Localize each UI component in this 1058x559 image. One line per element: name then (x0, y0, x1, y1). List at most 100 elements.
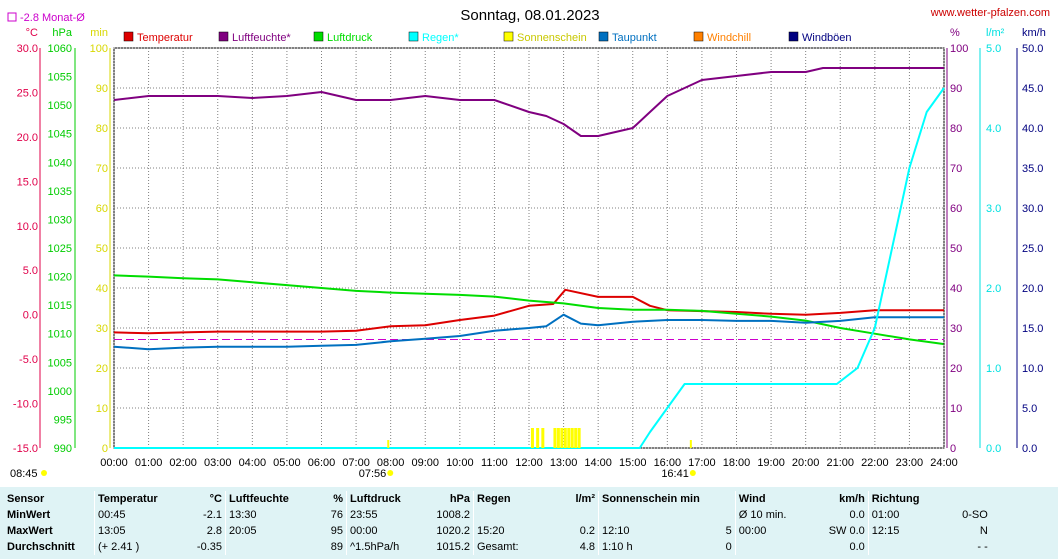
legend-label: Windchill (707, 32, 751, 44)
summary-cell: SW 0.0 (828, 525, 865, 537)
summary-header-cell (703, 491, 736, 507)
wind-axis-unit: km/h (1022, 27, 1046, 39)
summary-cell: 1020.2 (436, 525, 470, 537)
legend-label: Luftfeuchte* (232, 32, 291, 44)
summary-header-cell: Sonnenschein min (597, 491, 703, 507)
summary-cell: 00:00 (734, 523, 808, 539)
pressure-axis-tick: 1060 (48, 43, 72, 55)
summary-cell: 0.0 (849, 509, 865, 521)
sun-marker-dot (387, 470, 394, 476)
pressure-axis-tick: 1005 (48, 357, 72, 369)
summary-header-cell: Luftfeuchte (225, 491, 312, 507)
sun-marker-dot (689, 470, 696, 476)
wind-axis-tick: 30.0 (1022, 203, 1043, 215)
summary-cell: 15:20 (473, 523, 560, 539)
summary-header-cell: Temperatur (94, 491, 179, 507)
x-tick-label: 08:00 (377, 457, 405, 469)
legend-item: Windchill (693, 31, 751, 44)
x-tick-label: 03:00 (204, 457, 232, 469)
pressure-axis-tick: 1045 (48, 129, 72, 141)
sun-marker-label: 08:45 (10, 468, 38, 480)
wind-axis-tick: 0.0 (1022, 443, 1037, 455)
humidity-axis-tick: 20 (950, 363, 962, 375)
x-tick-label: 12:00 (515, 457, 543, 469)
summary-cell: 1008.2 (436, 509, 470, 521)
x-tick-label: 18:00 (723, 457, 751, 469)
humidity-axis-tick: 30 (950, 323, 962, 335)
summary-header-cell: hPa (449, 493, 470, 505)
x-tick-label: 01:00 (135, 457, 163, 469)
sun-marker-dot (41, 470, 47, 476)
summary-row-label: Durchschnitt (7, 541, 75, 553)
summary-cell: ^1.5hPa/h (346, 539, 427, 555)
summary-table: Sensor Temperatur °C Luftfeuchte% Luftdruck h… (0, 487, 1058, 559)
sunshine-axis-unit: min (90, 27, 108, 39)
monthly-avg-label: -2.8 Monat-Ø (20, 12, 85, 24)
legend-item: Luftdruck (313, 31, 373, 44)
sun-marker-label: 16:41 (661, 468, 689, 480)
sunshine-bar (574, 428, 578, 448)
wind-axis-tick: 15.0 (1022, 323, 1043, 335)
summary-cell: 01:00 (867, 507, 955, 523)
x-tick-label: 13:00 (550, 457, 578, 469)
summary-cell: 12:15 (867, 523, 955, 539)
summary-row: MinWert 00:45 -2.1 13:30 76 23:55 1008.2 Ø 10 m… (4, 507, 991, 523)
summary-row: MaxWert 13:05 2.8 20:05 95 00:00 1020.2 15:20 0.… (4, 523, 991, 539)
legend-swatch (693, 31, 704, 42)
summary-cell: 12:10 (597, 523, 703, 539)
x-tick-label: 20:00 (792, 457, 820, 469)
pressure-axis-tick: 1000 (48, 386, 72, 398)
x-tick-label: 02:00 (169, 457, 197, 469)
summary-row-label: MinWert (7, 509, 51, 521)
summary-header-cell (955, 491, 991, 507)
summary-cell: 13:30 (225, 507, 312, 523)
sunshine-bar (560, 428, 564, 448)
summary-header-row: Sensor Temperatur °C Luftfeuchte% Luftdruck h… (4, 491, 991, 507)
temperature-axis-unit: °C (26, 27, 38, 39)
temperature-axis-tick: -5.0 (19, 354, 38, 366)
wind-axis-tick: 50.0 (1022, 43, 1043, 55)
summary-header-cell: Luftdruck (346, 491, 427, 507)
legend-swatch (123, 31, 134, 42)
x-tick-label: 19:00 (757, 457, 785, 469)
watermark: www.wetter-pfalzen.com (930, 7, 1050, 19)
pressure-axis-tick: 1050 (48, 100, 72, 112)
summary-cell (560, 507, 599, 523)
wind-axis-tick: 35.0 (1022, 163, 1043, 175)
wind-axis-tick: 10.0 (1022, 363, 1043, 375)
humidity-axis-tick: 100 (950, 43, 968, 55)
summary-cell: 0 (725, 541, 732, 553)
humidity-axis-tick: 60 (950, 203, 962, 215)
sunshine-axis-tick: 70 (96, 163, 108, 175)
x-tick-label: 09:00 (411, 457, 439, 469)
series-line-temperatur (113, 288, 944, 335)
x-tick-label: 15:00 (619, 457, 647, 469)
summary-cell: (+ 2.41 ) (94, 539, 179, 555)
humidity-axis-tick: 70 (950, 163, 962, 175)
summary-row-label: MaxWert (7, 525, 53, 537)
summary-cell: 0.0 (849, 541, 865, 553)
x-tick-label: 17:00 (688, 457, 716, 469)
sunshine-bar (567, 428, 571, 448)
sunshine-axis-tick: 100 (90, 43, 108, 55)
pressure-axis-tick: 1010 (48, 329, 72, 341)
wind-axis-tick: 45.0 (1022, 83, 1043, 95)
summary-cell: 4.8 (579, 541, 595, 553)
summary-cell: Gesamt: (473, 539, 560, 555)
summary-row: Durchschnitt (+ 2.41 ) -0.35 89 ^1.5hPa/h 101… (4, 539, 991, 555)
summary-cell: 13:05 (94, 523, 179, 539)
series-line-regen (114, 87, 945, 449)
sunshine-bars (530, 428, 581, 448)
temperature-axis-tick: -10.0 (13, 399, 38, 411)
temperature-axis-tick: 15.0 (17, 176, 38, 188)
summary-header-cell: Sensor (7, 493, 45, 505)
summary-cell: 2.8 (206, 525, 222, 537)
rain-axis-tick: 1.0 (986, 363, 1001, 375)
summary-header-cell: Regen (473, 491, 560, 507)
sunshine-axis-tick: 40 (96, 283, 108, 295)
sunshine-bar (570, 428, 574, 448)
legend-swatch (218, 31, 229, 42)
temperature-axis-tick: -15.0 (13, 443, 38, 455)
series-line-taupunkt (113, 313, 944, 351)
wind-axis-tick: 40.0 (1022, 123, 1043, 135)
